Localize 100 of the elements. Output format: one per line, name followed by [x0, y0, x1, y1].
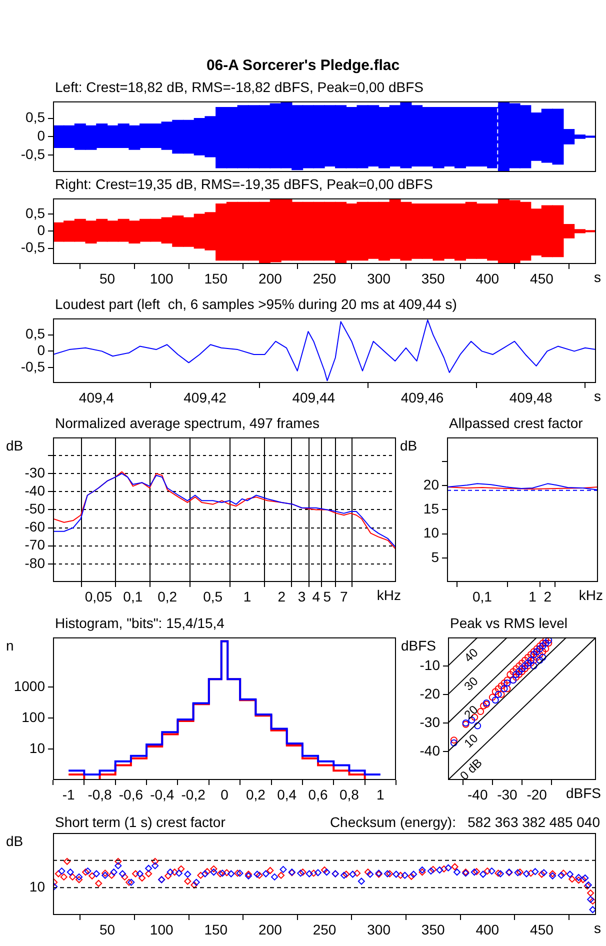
x-tick-label: 100	[150, 921, 174, 938]
y-tick-label: 0,5	[26, 109, 46, 126]
x-axis-title: dBFS	[566, 784, 601, 801]
text: 10	[461, 730, 481, 750]
x-tick-label: 50	[100, 270, 116, 286]
text: 0 dB	[457, 756, 485, 783]
x-axis-title: s	[594, 388, 601, 404]
x-tick-label: 0,05	[84, 588, 112, 604]
x-tick-label: 50	[100, 921, 116, 938]
y-tick-label: 0	[37, 342, 46, 358]
y-tick-label: -0,5	[20, 239, 46, 256]
x-tick-label: -20	[526, 786, 548, 802]
chart-title: Loudest part (left ch, 6 samples >95% during 20 ms at 409,44 s)	[55, 296, 457, 312]
y-tick-label: 1000	[14, 678, 46, 694]
y-tick-label: 5	[431, 548, 440, 565]
y-tick-label: 15	[423, 500, 440, 517]
y-tick-label: 0	[37, 128, 46, 144]
x-tick-label: 450	[530, 270, 554, 286]
chart-subtitle: Left: Crest=18,82 dB, RMS=-18,82 dBFS, Peak=0,00 dBFS	[55, 79, 424, 95]
y-tick-label: -50	[24, 500, 46, 517]
chart-title: Short term (1 s) crest factor	[55, 814, 226, 830]
x-tick-label: 300	[367, 270, 391, 286]
x-tick-label: 250	[312, 270, 336, 286]
x-tick-label: 1	[528, 588, 537, 604]
x-tick-label: 2	[278, 588, 286, 604]
x-tick-label: 100	[150, 270, 174, 286]
x-tick-label: 0,1	[472, 588, 492, 604]
y-tick-label: 0,5	[26, 204, 46, 221]
chart-title: Histogram, "bits": 15,4/15,4	[55, 615, 224, 631]
chart-title: Allpassed crest factor	[449, 415, 583, 431]
x-tick-label: 4	[312, 588, 320, 604]
text: 20	[461, 702, 481, 722]
y-tick-label: -10	[420, 656, 440, 673]
y-tick-label: 0	[37, 222, 46, 238]
x-tick-label: 409,46	[400, 389, 444, 406]
y-tick-label: -80	[24, 554, 46, 571]
x-tick-label: 0,2	[246, 786, 266, 802]
y-tick-label: 100	[22, 708, 46, 725]
x-tick-label: 409,42	[184, 389, 227, 406]
y-axis-title: dB	[400, 437, 418, 454]
x-axis-title: kHz	[578, 586, 603, 603]
x-tick-label: -1	[62, 786, 76, 802]
y-tick-label: -60	[24, 518, 46, 535]
x-tick-label: 2	[544, 588, 552, 604]
x-tick-label: -30	[497, 786, 518, 802]
y-tick-label: -70	[24, 536, 46, 553]
x-tick-label: 200	[258, 921, 282, 938]
y-tick-label: -30	[24, 464, 46, 480]
y-tick-label: -40	[420, 742, 440, 758]
x-tick-label: 0,5	[203, 588, 223, 604]
x-tick-label: -0,6	[118, 786, 144, 802]
y-tick-label: -0,5	[20, 358, 46, 374]
x-axis-title: s	[594, 920, 601, 936]
x-tick-label: 0,1	[123, 588, 143, 604]
x-tick-label: -0,2	[181, 786, 206, 802]
chart-title: Peak vs RMS level	[450, 615, 568, 631]
x-tick-label: 350	[421, 270, 445, 286]
x-tick-label: 400	[476, 270, 500, 286]
y-tick-label: -30	[420, 714, 440, 730]
x-tick-label: 409,48	[509, 389, 552, 406]
y-tick-label: 10	[423, 524, 440, 541]
y-axis-title: dBFS	[401, 637, 436, 654]
x-tick-label: 0,8	[339, 786, 360, 802]
x-tick-label: 0,6	[308, 786, 328, 802]
x-tick-label: 200	[258, 270, 282, 286]
x-tick-label: 250	[312, 921, 336, 938]
x-tick-label: 1	[243, 588, 252, 604]
y-tick-label: -20	[420, 685, 440, 702]
y-tick-label: 0,5	[26, 326, 46, 342]
x-tick-label: 5	[323, 588, 332, 604]
x-tick-label: 150	[204, 921, 228, 938]
x-tick-label: 409,4	[78, 389, 114, 406]
x-tick-label: 150	[204, 270, 228, 286]
y-axis-title: dB	[6, 832, 24, 849]
chart-title: 06-A Sorcerer's Pledge.flac	[205, 57, 401, 74]
y-axis-title: n	[6, 637, 14, 654]
x-tick-label: -0,8	[88, 786, 112, 802]
x-tick-label: -0,4	[150, 786, 174, 802]
x-tick-label: 300	[367, 921, 391, 938]
x-axis-title: s	[594, 268, 601, 285]
x-tick-label: 0,2	[158, 588, 178, 604]
x-tick-label: 0,4	[277, 786, 297, 802]
x-axis-title: kHz	[376, 586, 401, 603]
text: 30	[461, 674, 481, 694]
x-tick-label: 0	[220, 786, 229, 802]
x-tick-label: 350	[421, 921, 445, 938]
x-tick-label: 3	[298, 588, 306, 604]
y-tick-label: 10	[29, 740, 46, 756]
x-tick-label: 7	[340, 588, 348, 604]
chart-title: Right: Crest=19,35 dB, RMS=-19,35 dBFS, Peak=0,00 dBFS	[55, 176, 433, 192]
text: 40	[461, 645, 481, 665]
y-tick-label: 20	[423, 476, 440, 492]
x-tick-label: 1	[376, 786, 385, 802]
chart-title: Normalized average spectrum, 497 frames	[55, 415, 320, 431]
text: Checksum (energy): 582 363 382 485 040	[330, 814, 600, 830]
x-tick-label: 450	[530, 921, 554, 938]
x-tick-label: 400	[476, 921, 500, 938]
x-tick-label: -40	[467, 786, 488, 802]
y-axis-title: dB	[6, 437, 24, 454]
x-tick-label: 409,44	[292, 389, 336, 406]
